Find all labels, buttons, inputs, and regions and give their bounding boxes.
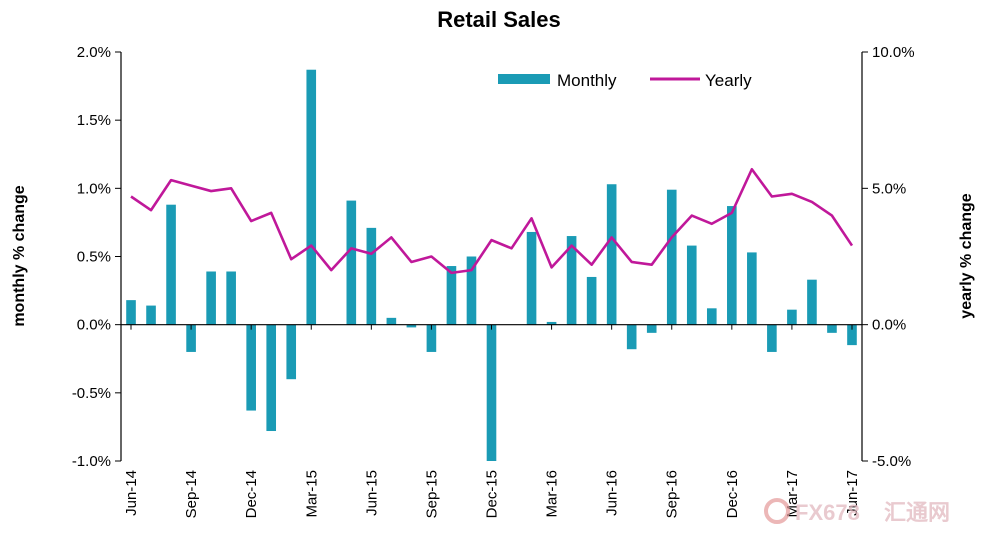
left-tick-label: 1.0% bbox=[77, 180, 111, 197]
x-tick-label: Sep-14 bbox=[183, 470, 200, 518]
right-tick-label: 10.0% bbox=[872, 44, 915, 61]
bar-Aug-14 bbox=[166, 204, 176, 325]
bar-Oct-16 bbox=[686, 245, 697, 325]
bar-May-16 bbox=[586, 276, 597, 325]
left-tick-label: 0.5% bbox=[77, 249, 111, 266]
bar-Sep-14 bbox=[186, 324, 196, 352]
legend-label-monthly: Monthly bbox=[557, 71, 617, 90]
x-tick-label: Jun-16 bbox=[604, 470, 621, 516]
bar-Dec-14 bbox=[246, 324, 256, 411]
bar-Apr-17 bbox=[807, 279, 817, 325]
right-tick-label: 5.0% bbox=[872, 180, 906, 197]
bar-Sep-15 bbox=[426, 324, 437, 352]
x-tick-label: Sep-15 bbox=[423, 470, 440, 518]
bar-Nov-14 bbox=[226, 271, 236, 325]
bar-Jun-16 bbox=[606, 184, 617, 325]
x-tick-label: Dec-14 bbox=[243, 470, 260, 518]
right-axis-ticks: 10.0% 5.0% 0.0% -5.0% bbox=[862, 44, 915, 470]
right-tick-label: 0.0% bbox=[872, 317, 906, 334]
bar-Jul-15 bbox=[386, 317, 397, 325]
bar-Jun-14 bbox=[126, 300, 136, 325]
bar-Nov-15 bbox=[466, 256, 477, 325]
x-tick-label: Jun-17 bbox=[844, 470, 861, 516]
x-tick-label: Sep-16 bbox=[664, 470, 681, 518]
yearly-line-layer bbox=[130, 167, 854, 275]
bar-Mar-15 bbox=[306, 69, 317, 325]
left-axis-title: monthly % change bbox=[11, 185, 28, 326]
bar-Nov-16 bbox=[706, 308, 717, 325]
watermark-emblem bbox=[764, 498, 790, 524]
x-tick-label: Jun-14 bbox=[123, 470, 140, 516]
right-axis-title: yearly % change bbox=[958, 193, 975, 319]
x-tick-label: Dec-16 bbox=[724, 470, 741, 518]
chart-title: Retail Sales bbox=[437, 7, 561, 32]
yearly-line bbox=[130, 167, 854, 275]
left-tick-label: 0.0% bbox=[77, 317, 111, 334]
bar-Aug-15 bbox=[406, 324, 417, 328]
bar-Jul-14 bbox=[146, 305, 156, 325]
monthly-bars bbox=[126, 69, 857, 461]
legend-label-yearly: Yearly bbox=[705, 71, 752, 90]
left-axis-ticks: 2.0% 1.5% 1.0% 0.5% 0.0% -0.5% -1.0% bbox=[72, 44, 121, 470]
bar-Jan-17 bbox=[747, 252, 757, 325]
bar-Dec-16 bbox=[727, 206, 737, 325]
watermark-logo: FX678 汇通网 bbox=[764, 498, 950, 525]
bar-Jun-17 bbox=[847, 324, 857, 346]
bar-Feb-17 bbox=[767, 324, 777, 352]
legend: Monthly Yearly bbox=[498, 71, 752, 90]
bar-Feb-15 bbox=[286, 324, 297, 380]
left-tick-label: -0.5% bbox=[72, 385, 111, 402]
x-tick-label: Mar-16 bbox=[544, 470, 561, 518]
bar-May-17 bbox=[827, 324, 837, 333]
bar-Feb-16 bbox=[526, 231, 537, 325]
bar-Dec-15 bbox=[486, 324, 497, 461]
legend-swatch-monthly bbox=[498, 74, 550, 84]
bar-Apr-16 bbox=[566, 236, 577, 325]
right-tick-label: -5.0% bbox=[872, 453, 911, 470]
bar-Jan-15 bbox=[266, 324, 277, 432]
x-tick-label: Jun-15 bbox=[363, 470, 380, 516]
bar-Mar-16 bbox=[546, 321, 557, 325]
watermark-text: FX678 bbox=[795, 500, 860, 525]
x-axis-ticks: Jun-14 Sep-14 Dec-14 Mar-15 Jun-15 Sep-15 Dec-… bbox=[123, 324, 861, 518]
left-tick-label: -1.0% bbox=[72, 453, 111, 470]
bar-Oct-14 bbox=[206, 271, 216, 325]
x-tick-label: Mar-15 bbox=[303, 470, 320, 518]
left-tick-label: 1.5% bbox=[77, 112, 111, 129]
bar-Oct-15 bbox=[446, 266, 457, 325]
bar-May-15 bbox=[346, 200, 357, 325]
bar-Sep-16 bbox=[666, 189, 677, 325]
left-tick-label: 2.0% bbox=[77, 44, 111, 61]
bar-Aug-16 bbox=[646, 324, 657, 333]
x-tick-label: Dec-15 bbox=[484, 470, 501, 518]
bar-Jun-15 bbox=[366, 227, 377, 325]
watermark-cn-text: 汇通网 bbox=[884, 500, 950, 525]
bar-Jul-16 bbox=[626, 324, 637, 350]
bar-Mar-17 bbox=[787, 309, 797, 325]
